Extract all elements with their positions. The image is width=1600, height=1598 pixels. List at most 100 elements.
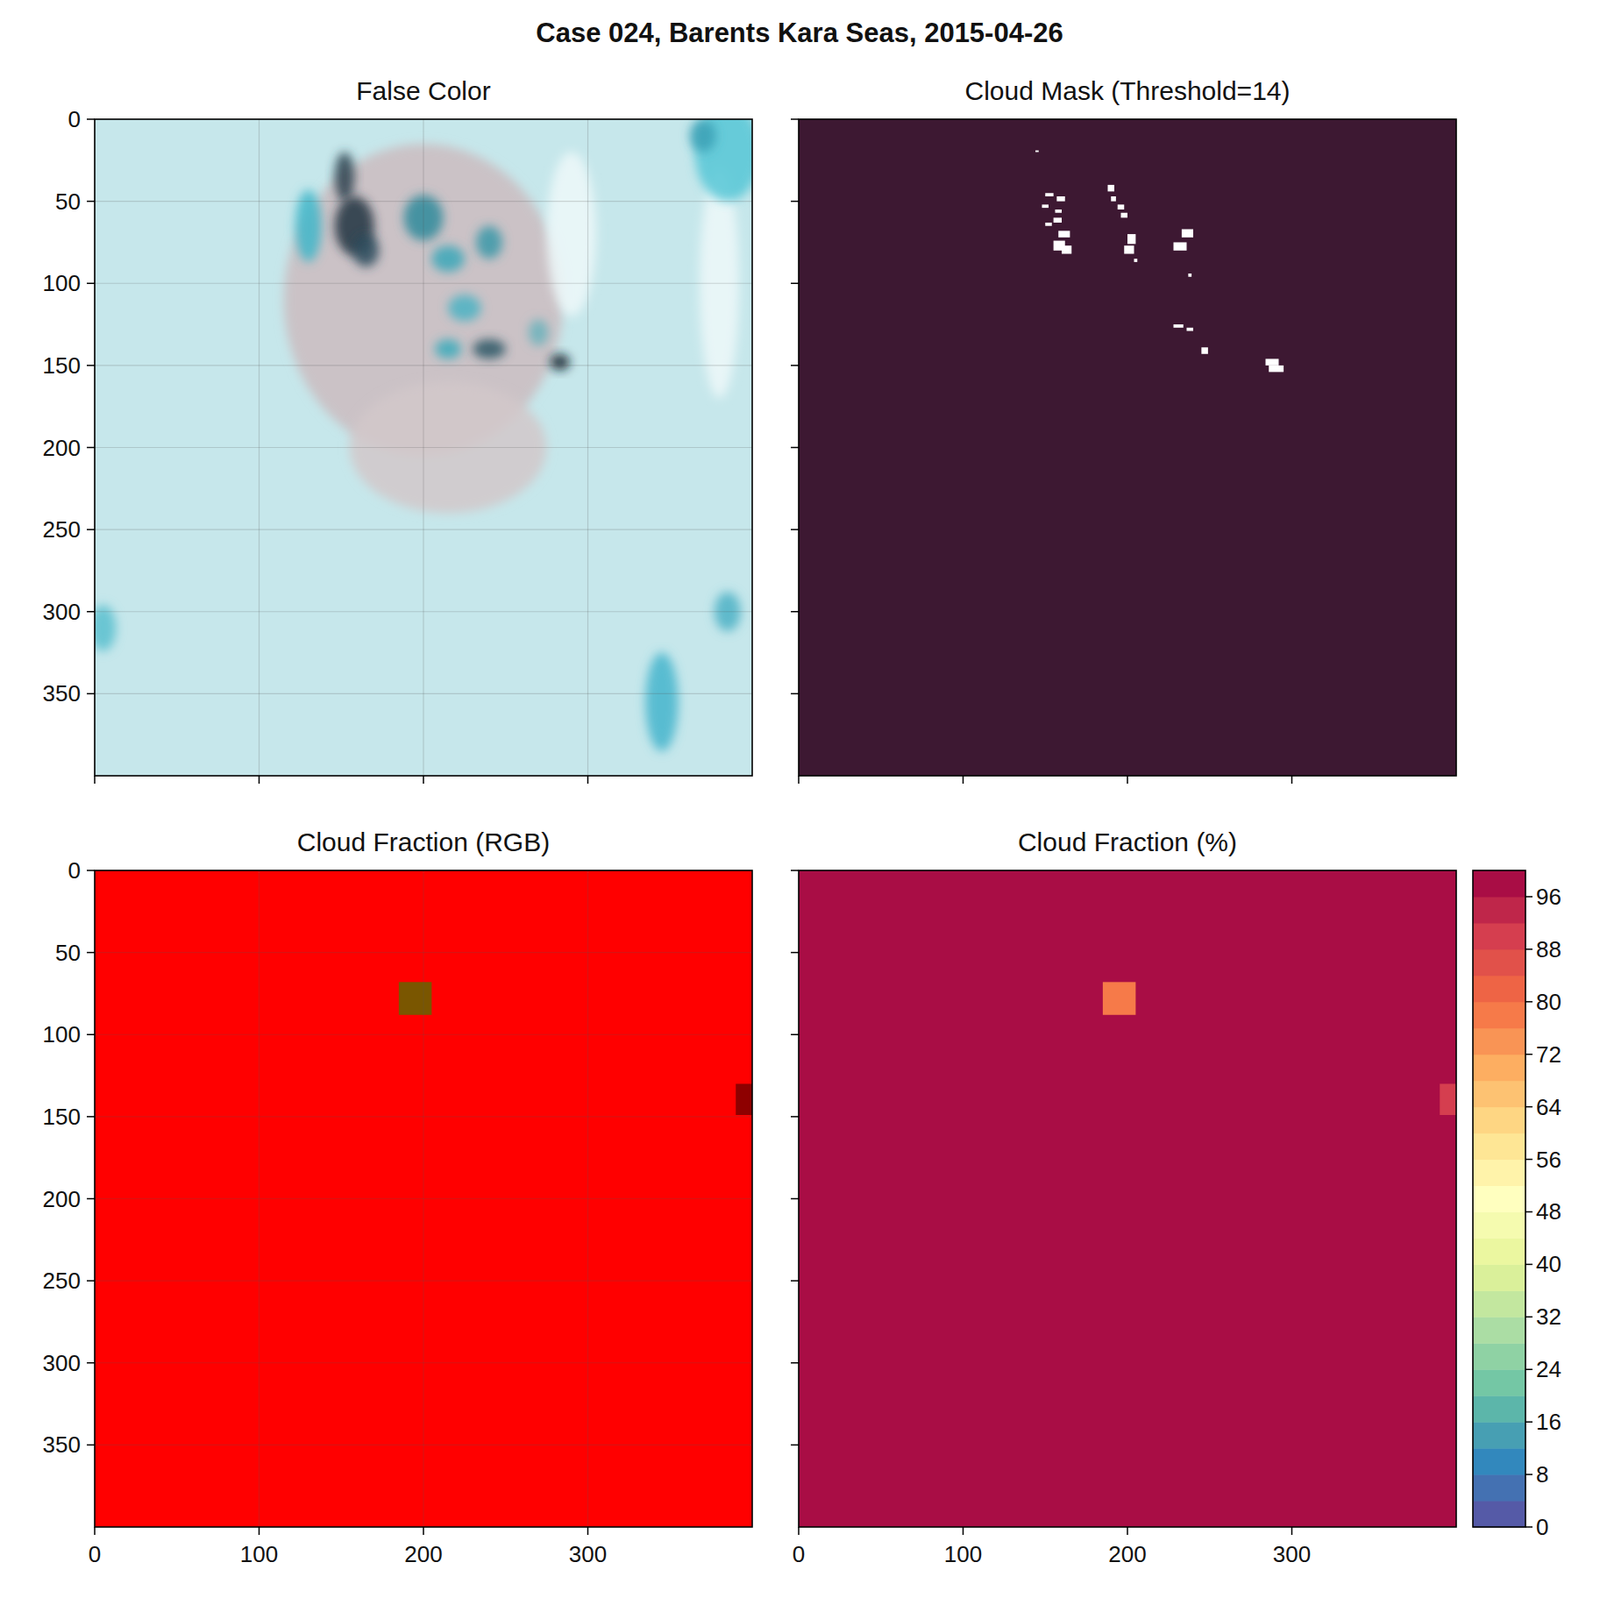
colorbar-tick-label: 88 — [1536, 936, 1562, 963]
mask-cell — [1201, 347, 1209, 354]
mask-cell — [1265, 358, 1280, 365]
y-tick — [86, 952, 95, 954]
colorbar-level — [1472, 1133, 1526, 1160]
y-tick — [790, 1116, 799, 1118]
y-tick — [86, 1362, 95, 1365]
mask-cell — [1058, 230, 1070, 237]
y-tick-label: 300 — [42, 1350, 81, 1377]
mask-cell — [1173, 241, 1188, 250]
y-tick — [86, 447, 95, 449]
y-tick — [790, 200, 799, 203]
figure: Case 024, Barents Kara Seas, 2015-04-26F… — [0, 0, 1600, 1598]
y-tick-label: 350 — [42, 1431, 81, 1458]
plot-area — [798, 119, 1457, 776]
x-tick-label: 300 — [1272, 1541, 1311, 1568]
y-tick-label: 350 — [42, 680, 81, 707]
colorbar-tick-label: 24 — [1536, 1356, 1562, 1383]
colorbar-tick — [1525, 1159, 1533, 1161]
x-tick-label: 200 — [1108, 1541, 1146, 1568]
grid-line — [94, 952, 753, 953]
y-tick — [790, 1198, 799, 1201]
y-tick — [790, 952, 799, 954]
image-feature — [689, 119, 717, 152]
y-tick — [86, 1116, 95, 1118]
grid-line — [94, 1116, 753, 1117]
plot-area — [94, 870, 753, 1528]
x-tick — [93, 1527, 96, 1536]
colorbar-tick-label: 32 — [1536, 1303, 1562, 1330]
x-tick — [422, 1527, 425, 1536]
colorbar-level — [1472, 1264, 1526, 1291]
image-feature — [295, 190, 322, 263]
image-feature — [334, 151, 356, 201]
colorbar-level — [1472, 1448, 1526, 1475]
mask-cell — [1173, 324, 1184, 328]
grid-line — [94, 611, 753, 612]
x-tick-label: 100 — [944, 1541, 982, 1568]
y-tick — [86, 528, 95, 531]
grid-line — [94, 200, 753, 202]
fraction-cell — [735, 1083, 753, 1116]
image-feature — [431, 245, 465, 272]
x-tick-label: 200 — [404, 1541, 442, 1568]
colorbar-level — [1472, 949, 1526, 976]
plot-area — [94, 119, 753, 776]
panel-title: False Color — [355, 76, 491, 106]
y-tick-label: 50 — [55, 188, 81, 215]
colorbar-tick — [1525, 1473, 1533, 1476]
mask-cell — [1187, 273, 1192, 278]
x-tick — [962, 775, 965, 784]
colorbar-level — [1472, 923, 1526, 950]
x-tick-label: 0 — [88, 1541, 101, 1568]
grid-line — [94, 529, 753, 531]
fraction-cell — [398, 981, 433, 1015]
y-tick-label: 200 — [42, 434, 81, 462]
image-feature — [434, 339, 462, 359]
colorbar-level — [1472, 1186, 1526, 1213]
x-tick — [587, 1527, 590, 1536]
colorbar-level — [1472, 1343, 1526, 1370]
image-feature — [352, 234, 379, 267]
image-feature — [549, 354, 570, 371]
frame — [798, 119, 1457, 776]
image-feature — [448, 294, 482, 321]
x-tick — [1291, 775, 1294, 784]
grid-line — [94, 1034, 753, 1036]
colorbar-tick-label: 8 — [1536, 1461, 1549, 1488]
colorbar-level — [1472, 1002, 1526, 1029]
mask-cell — [1121, 213, 1129, 219]
colorbar-level — [1472, 1028, 1526, 1055]
colorbar-level — [1472, 896, 1526, 924]
colorbar-level — [1472, 1159, 1526, 1187]
colorbar-level — [1472, 1422, 1526, 1449]
y-tick — [790, 283, 799, 285]
colorbar-tick — [1525, 1053, 1533, 1056]
colorbar-tick — [1525, 1368, 1533, 1371]
y-tick-label: 150 — [42, 1103, 81, 1131]
colorbar-tick-label: 56 — [1536, 1146, 1562, 1174]
y-tick-label: 100 — [42, 270, 81, 297]
y-tick-label: 250 — [42, 1267, 81, 1295]
x-tick — [258, 775, 261, 784]
colorbar-level — [1472, 1211, 1526, 1238]
grid-line — [94, 364, 753, 366]
x-tick — [797, 1527, 800, 1536]
y-tick-label: 0 — [68, 857, 81, 884]
colorbar-tick-label: 96 — [1536, 883, 1562, 911]
mask-cell — [1042, 204, 1050, 208]
mask-cell — [1187, 327, 1195, 332]
colorbar-tick — [1525, 1526, 1533, 1529]
mask-cell — [1123, 245, 1134, 254]
frame — [94, 870, 753, 1528]
panel-title: Cloud Fraction (%) — [1017, 827, 1238, 857]
image-feature — [645, 653, 679, 752]
y-tick-label: 200 — [42, 1186, 81, 1213]
y-tick — [86, 1444, 95, 1447]
y-tick — [86, 611, 95, 613]
fraction-cell — [94, 870, 753, 1528]
colorbar-tick-label: 72 — [1536, 1041, 1562, 1068]
fraction-cell — [1102, 981, 1137, 1015]
x-tick — [93, 775, 96, 784]
mask-cell — [1055, 209, 1063, 214]
y-tick — [790, 869, 799, 872]
